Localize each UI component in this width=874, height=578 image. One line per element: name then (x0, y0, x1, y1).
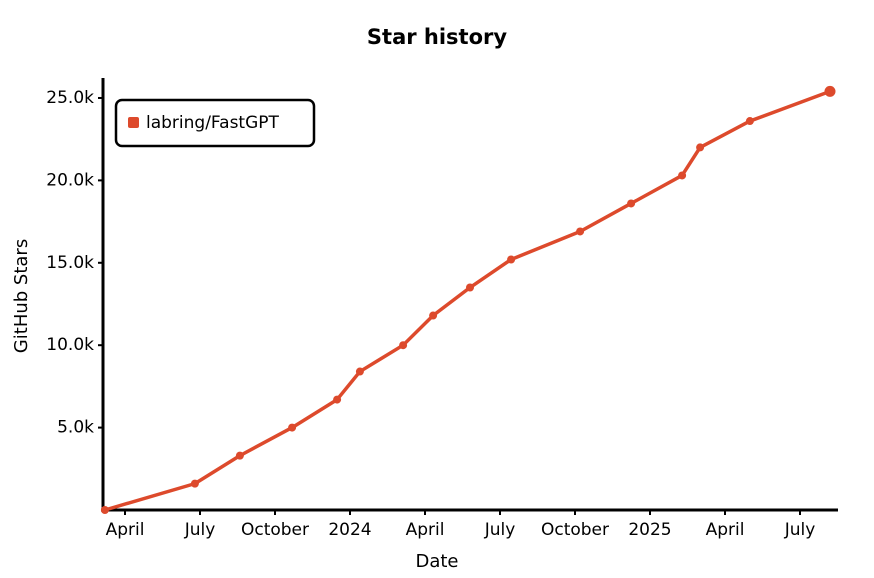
data-point (696, 143, 705, 152)
data-point (627, 199, 636, 208)
x-tick-label: 2025 (628, 520, 671, 540)
chart-title: Star history (367, 25, 507, 49)
y-tick-label: 5.0k (57, 418, 94, 438)
legend-swatch (128, 117, 139, 128)
data-point (333, 395, 342, 404)
data-point (235, 451, 244, 460)
x-tick-label: July (784, 520, 816, 540)
x-tick-label: April (706, 520, 745, 540)
series-line (103, 89, 832, 512)
x-tick-label: July (484, 520, 516, 540)
x-tick-label: July (184, 520, 216, 540)
data-point (466, 283, 474, 292)
data-point (745, 117, 754, 126)
x-tick-label: October (241, 520, 309, 540)
data-point (355, 367, 364, 376)
data-point (190, 479, 199, 488)
data-point (288, 423, 297, 432)
y-axis-label: GitHub Stars (11, 239, 32, 353)
x-tick-label: 2024 (328, 520, 371, 540)
data-point (507, 255, 516, 264)
x-tick-label: April (106, 520, 145, 540)
y-tick-label: 15.0k (46, 253, 94, 273)
data-point (678, 171, 687, 180)
x-axis-label: Date (415, 551, 458, 572)
data-point (824, 85, 836, 97)
data-point (576, 227, 585, 236)
x-tick-label: April (406, 520, 445, 540)
data-point (100, 506, 109, 514)
x-tick-label: October (541, 520, 609, 540)
legend-box (114, 98, 316, 148)
legend-label: labring/FastGPT (146, 113, 280, 133)
y-tick-label: 10.0k (46, 335, 94, 355)
y-tick-label: 25.0k (46, 88, 94, 108)
data-point (429, 311, 438, 320)
data-point (399, 341, 408, 350)
y-tick-label: 20.0k (46, 170, 94, 190)
